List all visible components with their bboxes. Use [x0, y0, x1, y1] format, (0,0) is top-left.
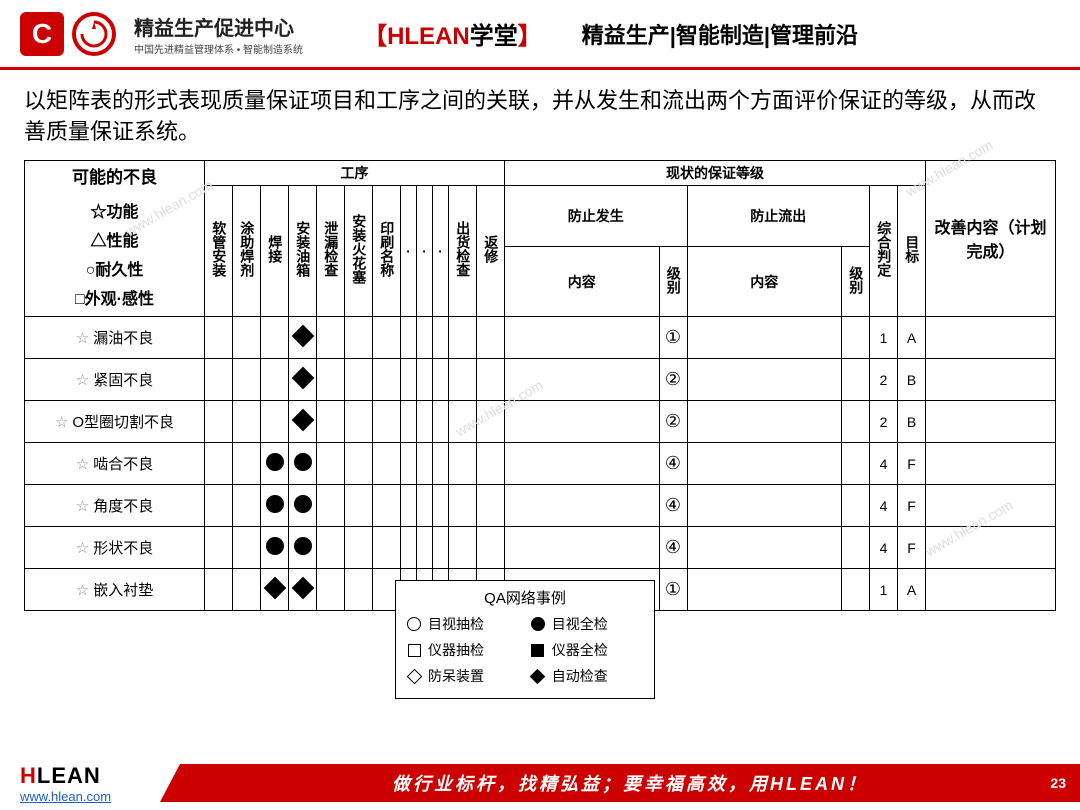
legend-item: 自动检查 [530, 666, 644, 686]
table-row: ☆O型圈切割不良②2B [25, 401, 1056, 443]
content-area: 以矩阵表的形式表现质量保证项目和工序之间的关联，并从发生和流出两个方面评价保证的… [0, 70, 1080, 611]
logo-title: 精益生产促进中心 [134, 12, 303, 41]
nav-links: 精益生产|智能制造|管理前沿 [582, 18, 858, 50]
legend-title: QA网络事例 [406, 587, 644, 608]
legend-item: 目视抽检 [406, 614, 520, 634]
table-row: ☆啮合不良④4F [25, 443, 1056, 485]
qa-matrix-table: 可能的不良☆功能△性能○耐久性□外观·感性工序现状的保证等级改善内容（计划完成）… [24, 160, 1056, 612]
table-row: ☆漏油不良①1A [25, 317, 1056, 359]
description-text: 以矩阵表的形式表现质量保证项目和工序之间的关联，并从发生和流出两个方面评价保证的… [24, 86, 1056, 148]
table-row: ☆形状不良④4F [25, 527, 1056, 569]
table-row: ☆角度不良④4F [25, 485, 1056, 527]
legend-item: 目视全检 [530, 614, 644, 634]
logo-circle-icon [72, 12, 116, 56]
legend-item: 防呆装置 [406, 666, 520, 686]
legend-item: 仪器抽检 [406, 640, 520, 660]
logo-text: 精益生产促进中心 中国先进精益管理体系 • 智能制造系统 [134, 12, 303, 56]
center-brand: 【HLEAN学堂】 [363, 16, 542, 51]
logo-group: C 精益生产促进中心 中国先进精益管理体系 • 智能制造系统 [20, 12, 303, 56]
legend-box: QA网络事例 目视抽检 目视全检 仪器抽检 仪器全检 防呆装置 自动检查 [395, 580, 655, 699]
footer-left: HLEAN www.hlean.com [0, 763, 180, 804]
page-number: 23 [1050, 775, 1066, 791]
logo-c-icon: C [20, 12, 64, 56]
page-header: C 精益生产促进中心 中国先进精益管理体系 • 智能制造系统 【HLEAN学堂】… [0, 0, 1080, 70]
footer-slogan-bar: 做行业标杆，找精弘益；要幸福高效，用HLEAN！ 23 [180, 764, 1080, 802]
page-footer: HLEAN www.hlean.com 做行业标杆，找精弘益；要幸福高效，用HL… [0, 756, 1080, 810]
table-row: ☆紧固不良②2B [25, 359, 1056, 401]
footer-url: www.hlean.com [20, 789, 180, 804]
logo-sub: 中国先进精益管理体系 • 智能制造系统 [134, 41, 303, 56]
legend-item: 仪器全检 [530, 640, 644, 660]
